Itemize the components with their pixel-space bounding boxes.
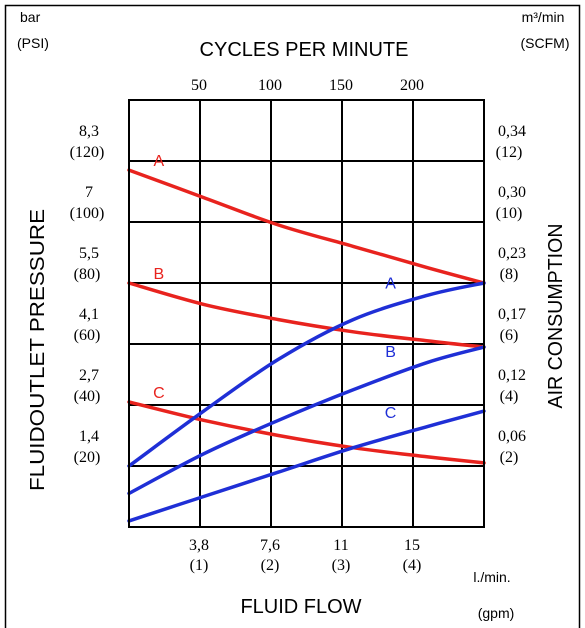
bottom-tick-label: 7,6 — [260, 537, 280, 554]
pressure-line-b — [127, 281, 486, 349]
top-tick-label: 200 — [400, 77, 424, 94]
left-tick-sublabel: (60) — [74, 327, 101, 344]
top-tick-label: 150 — [329, 77, 353, 94]
pressure-line-a — [127, 168, 486, 285]
right-tick-label: 0,12 — [498, 367, 526, 384]
pressure-series-label-c: C — [153, 385, 165, 402]
left-unit-secondary: (PSI) — [17, 35, 49, 51]
x-unit-secondary: (gpm) — [478, 605, 515, 621]
air-line-c — [127, 409, 486, 523]
right-unit-secondary: (SCFM) — [521, 35, 570, 51]
left-unit-primary: bar — [20, 9, 41, 25]
left-tick-sublabel: (80) — [74, 266, 101, 283]
bottom-tick-sublabel: (4) — [403, 557, 422, 574]
left-tick-label: 7 — [85, 184, 93, 201]
series-lines — [127, 168, 486, 523]
x-unit-primary: l./min. — [473, 569, 510, 585]
left-tick-label: 5,5 — [79, 245, 99, 262]
bottom-tick-sublabel: (3) — [332, 557, 351, 574]
plot-border — [128, 99, 485, 528]
bottom-tick-label: 11 — [333, 537, 348, 554]
pressure-series-label-b: B — [154, 266, 165, 283]
right-unit-primary: m³/min — [522, 9, 565, 25]
right-tick-sublabel: (2) — [500, 449, 519, 466]
chart-title: CYCLES PER MINUTE — [200, 39, 409, 61]
left-tick-label: 2,7 — [79, 367, 99, 384]
top-tick-label: 100 — [258, 77, 282, 94]
right-tick-label: 0,23 — [498, 245, 526, 262]
series-labels: A B C A B C — [153, 153, 396, 422]
tick-labels: 50 100 150 200 3,8 (1) 7,6 (2) 11 (3) 15 (4) 8,3 (120… — [70, 77, 526, 574]
bottom-tick-label: 3,8 — [189, 537, 209, 554]
air-series-label-b: B — [385, 344, 396, 361]
right-tick-label: 0,30 — [498, 184, 526, 201]
left-tick-sublabel: (120) — [70, 144, 105, 161]
left-tick-label: 4,1 — [79, 306, 99, 323]
air-line-b — [127, 345, 486, 496]
right-tick-label: 0,06 — [498, 428, 526, 445]
right-tick-sublabel: (10) — [496, 205, 523, 222]
right-tick-label: 0,34 — [498, 123, 526, 140]
right-tick-sublabel: (4) — [500, 388, 519, 405]
bottom-tick-sublabel: (2) — [261, 557, 280, 574]
right-tick-sublabel: (12) — [496, 144, 523, 161]
left-tick-sublabel: (20) — [74, 449, 101, 466]
left-tick-sublabel: (100) — [70, 205, 105, 222]
air-line-a — [127, 281, 486, 468]
right-axis-title: AIR CONSUMPTION — [545, 224, 567, 409]
left-tick-sublabel: (40) — [74, 388, 101, 405]
x-axis-label: FLUID FLOW — [240, 596, 361, 618]
air-series-label-a: A — [385, 275, 396, 292]
right-tick-sublabel: (6) — [500, 327, 519, 344]
left-tick-label: 1,4 — [79, 428, 99, 445]
grid — [129, 100, 484, 527]
air-series-label-c: C — [385, 405, 397, 422]
left-axis-title: FLUIDOUTLET PRESSURE — [27, 209, 49, 491]
right-tick-sublabel: (8) — [500, 266, 519, 283]
top-tick-label: 50 — [191, 77, 207, 94]
right-tick-label: 0,17 — [498, 306, 526, 323]
bottom-tick-label: 15 — [404, 537, 420, 554]
pressure-series-label-a: A — [154, 153, 165, 170]
left-tick-label: 8,3 — [79, 123, 99, 140]
bottom-tick-sublabel: (1) — [190, 557, 209, 574]
